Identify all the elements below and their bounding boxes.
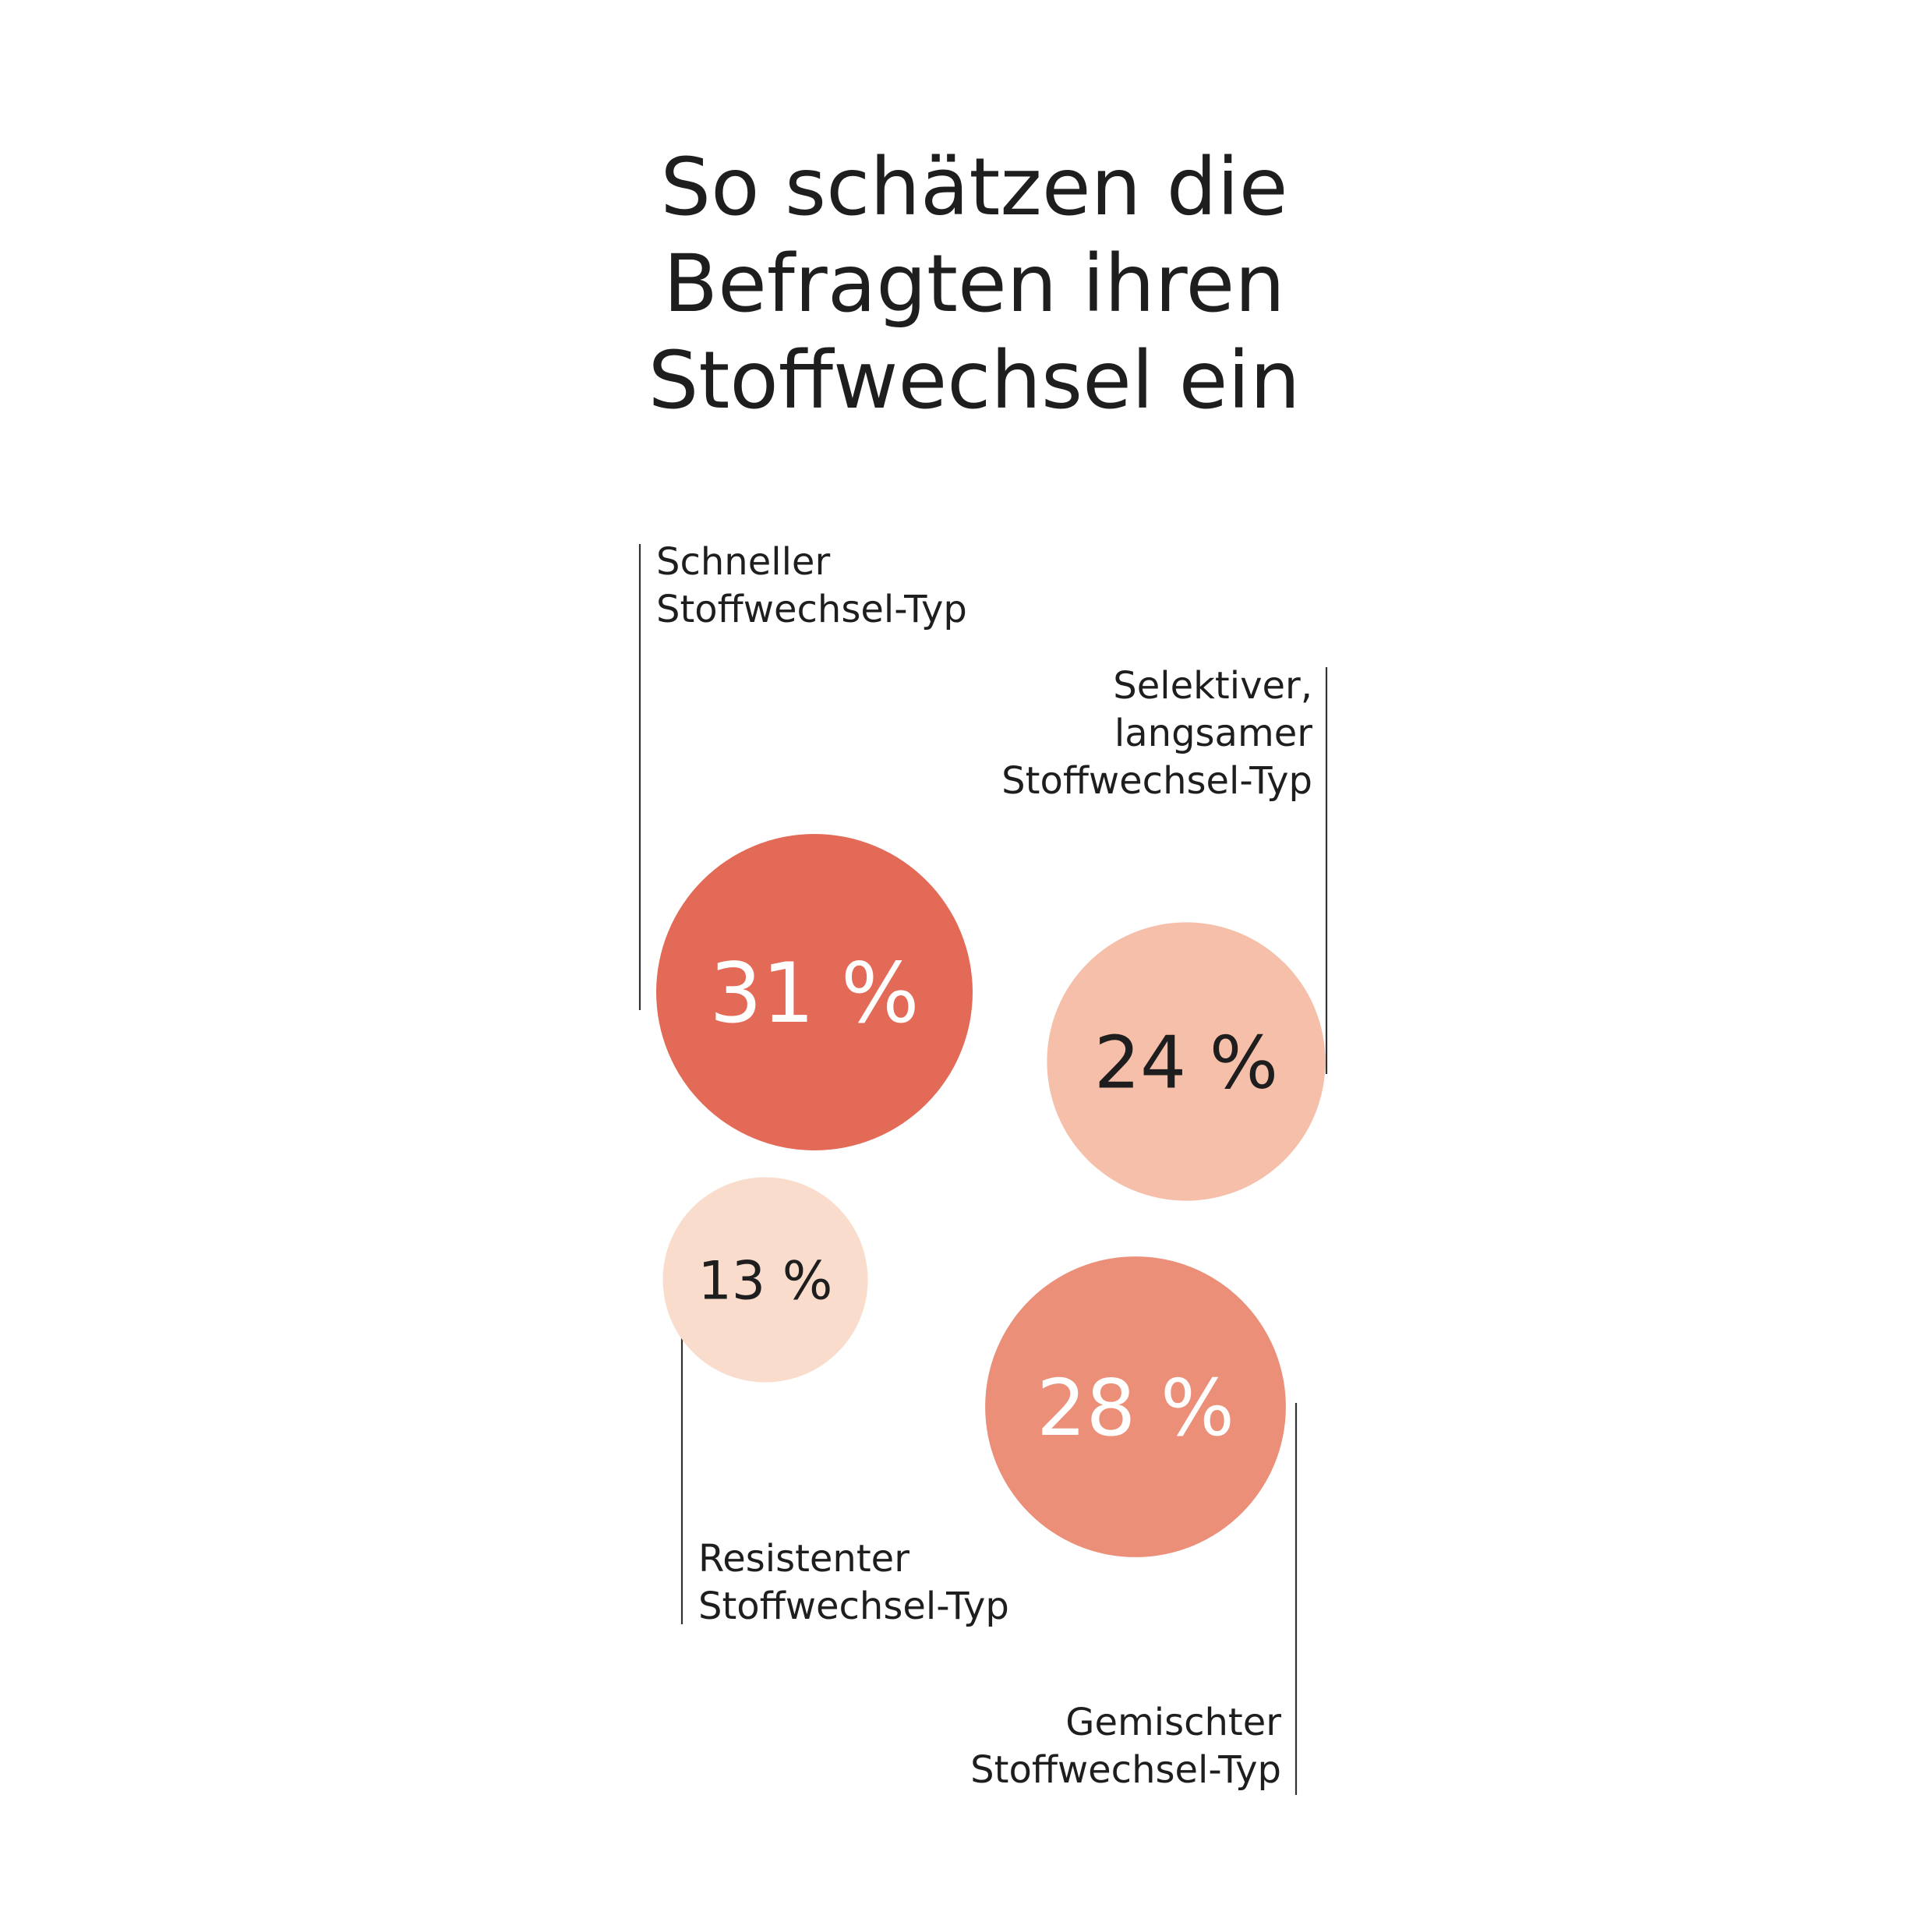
bubbles (656, 834, 1326, 1557)
bubble (985, 1256, 1286, 1557)
category-labels: SchnellerStoffwechsel-TypSelektiver,lang… (656, 540, 1312, 1792)
category-label: Gemischter (1065, 1701, 1281, 1744)
title-line-1: So schätzen die (660, 141, 1287, 234)
category-label: Resistenter (698, 1537, 909, 1581)
value-label: 13 % (698, 1250, 833, 1312)
value-label: 28 % (1037, 1362, 1234, 1454)
title-line-3: Stoffwechsel ein (648, 334, 1301, 427)
category-label: Stoffwechsel-Typ (698, 1585, 1009, 1628)
category-label: Stoffwechsel-Typ (970, 1748, 1281, 1792)
bubble (662, 1177, 868, 1383)
category-label: Selektiver, (1113, 664, 1312, 708)
category-label: Stoffwechsel-Typ (1001, 759, 1312, 803)
bubble (656, 834, 973, 1150)
category-label: Stoffwechsel-Typ (656, 588, 967, 631)
bubble (1047, 922, 1326, 1201)
title-line-2: Befragten ihren (663, 238, 1285, 330)
category-label: Schneller (656, 540, 830, 584)
category-label: langsamer (1114, 712, 1312, 755)
value-label: 31 % (709, 945, 919, 1041)
value-labels: 31 % 24 % 13 % 28 % (698, 945, 1279, 1454)
value-label: 24 % (1094, 1020, 1278, 1104)
